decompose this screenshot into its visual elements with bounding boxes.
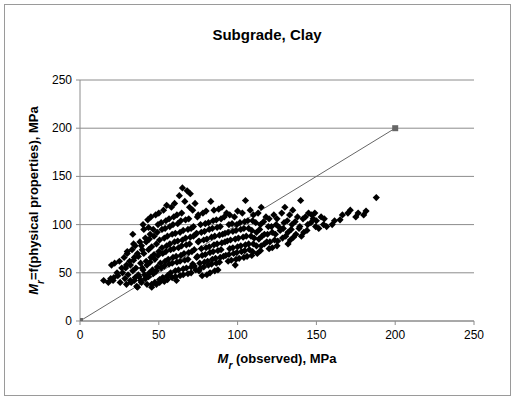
x-tick — [237, 321, 238, 325]
grid-line — [80, 176, 474, 177]
y-tick — [76, 321, 80, 322]
point — [231, 213, 238, 220]
x-axis-label: Mr (observed), MPa — [218, 351, 338, 371]
grid-line — [80, 80, 474, 81]
line — [80, 128, 395, 321]
point — [218, 204, 225, 211]
point — [281, 204, 288, 211]
y-tick — [76, 176, 80, 177]
chart: 0 50 100 150 200 250 0 50 100 150 200 250 Subgrade, … — [0, 0, 515, 400]
x-axis — [80, 321, 474, 322]
point — [202, 208, 209, 215]
point — [278, 209, 285, 216]
x-tick-label: 50 — [152, 328, 166, 342]
point — [303, 227, 310, 234]
point — [171, 200, 178, 207]
x-tick-label: 0 — [77, 328, 84, 342]
point — [187, 190, 194, 197]
point — [311, 209, 318, 216]
line-marker — [392, 125, 398, 131]
y-axis — [80, 80, 81, 321]
point — [289, 207, 296, 214]
point — [176, 192, 183, 199]
point — [178, 209, 185, 216]
y-tick-label: 150 — [52, 169, 72, 183]
point — [217, 246, 224, 253]
grid-line — [80, 321, 474, 322]
chart-border — [5, 5, 511, 396]
grid-line — [80, 128, 474, 129]
x-tick — [474, 321, 475, 325]
point — [189, 261, 196, 268]
plot-area — [80, 125, 398, 321]
point — [216, 259, 223, 266]
point — [297, 197, 304, 204]
title: Subgrade, Clay — [212, 26, 322, 43]
y-tick-label: 0 — [65, 314, 72, 328]
x-tick-label: 100 — [228, 328, 248, 342]
point — [189, 207, 196, 214]
line-marker — [80, 318, 83, 321]
point — [184, 256, 191, 263]
point — [185, 215, 192, 222]
x-tick — [80, 321, 81, 325]
y-tick-label: 250 — [52, 73, 72, 87]
point — [331, 217, 338, 224]
point — [257, 247, 264, 254]
point — [321, 215, 328, 222]
point — [347, 207, 354, 214]
point — [129, 231, 136, 238]
point — [288, 226, 295, 233]
point — [181, 198, 188, 205]
x-tick — [158, 321, 159, 325]
point — [191, 246, 198, 253]
x-tick-label: 250 — [464, 328, 484, 342]
point — [256, 226, 263, 233]
y-axis-label: Mr=f(physical properties), MPa — [26, 105, 46, 294]
point — [214, 266, 221, 273]
point — [239, 209, 246, 216]
y-tick — [76, 224, 80, 225]
point — [254, 209, 261, 216]
y-tick — [76, 272, 80, 273]
point — [191, 200, 198, 207]
point — [217, 223, 224, 230]
y-tick — [76, 128, 80, 129]
y-tick — [76, 80, 80, 81]
x-tick — [316, 321, 317, 325]
point — [242, 197, 249, 204]
point — [362, 208, 369, 215]
point — [232, 261, 239, 268]
y-tick-label: 50 — [59, 266, 73, 280]
point — [207, 198, 214, 205]
x-tick — [395, 321, 396, 325]
point — [109, 277, 116, 284]
y-tick-label: 200 — [52, 121, 72, 135]
x-tick-label: 150 — [306, 328, 326, 342]
point — [190, 223, 197, 230]
point — [258, 204, 265, 211]
point — [134, 284, 141, 291]
point — [273, 215, 280, 222]
point — [132, 264, 139, 271]
x-tick-label: 200 — [385, 328, 405, 342]
y-tick-label: 100 — [52, 218, 72, 232]
point — [186, 240, 193, 247]
point — [373, 194, 380, 201]
